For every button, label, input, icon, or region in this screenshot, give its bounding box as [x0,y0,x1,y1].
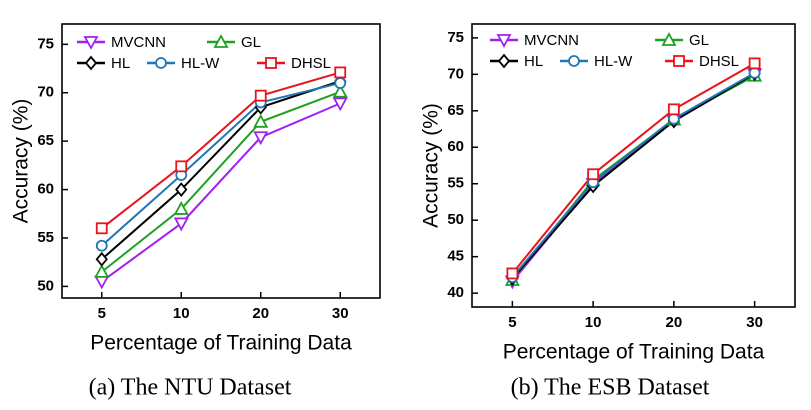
series-line [101,90,341,273]
legend-label: MVCNN [111,34,166,51]
data-point [667,103,680,116]
x-axis-label: Percentage of Training Data [503,341,765,364]
y-tick-label: 55 [37,229,54,246]
y-tick-label: 65 [37,132,54,149]
plot-frame [471,23,796,308]
legend-label: HL-W [181,55,220,72]
data-point [667,112,680,125]
y-axis-label: Accuracy (%) [420,103,443,228]
series-line [511,71,756,278]
x-tick-label: 10 [173,305,190,322]
data-point [253,113,269,128]
legend-marker [661,32,677,46]
x-tick-label: 30 [746,314,763,331]
series-line [101,102,341,283]
y-tick-label: 45 [447,248,464,265]
series-line [101,80,341,261]
legend-label: MVCNN [524,32,579,49]
legend-label: DHSL [291,55,331,72]
y-axis-label: Accuracy (%) [10,99,33,224]
y-tick-label: 60 [447,138,464,155]
legend-label: GL [689,32,709,49]
data-point [173,201,189,215]
y-tick-label: 70 [447,65,464,82]
data-point [95,222,108,235]
legend-label: HL-W [594,53,633,70]
y-tick-label: 65 [447,102,464,119]
y-tick-label: 75 [447,29,464,46]
data-point [95,251,108,267]
y-tick-label: 75 [37,35,54,52]
legend-label: GL [241,34,261,51]
data-point [748,66,761,79]
series-line [511,62,756,275]
caption: (b) The ESB Dataset [511,375,710,401]
y-tick-label: 70 [37,84,54,101]
y-tick-label: 50 [447,211,464,228]
data-point [94,275,110,290]
data-point [506,267,519,280]
legend-marker [496,34,512,48]
x-tick-label: 20 [666,314,683,331]
plot-frame [61,23,381,299]
data-point [587,168,600,181]
x-tick-label: 10 [585,314,602,331]
y-tick-label: 50 [37,277,54,294]
data-point [173,217,189,232]
x-tick-label: 5 [98,305,106,322]
data-point [175,160,188,173]
data-point [175,182,188,197]
data-point [332,97,348,112]
series-line [101,71,341,230]
data-point [334,66,347,79]
data-point [254,89,267,102]
data-point [95,239,108,252]
legend-label: HL [524,53,543,70]
legend-label: DHSL [699,53,739,70]
data-point [332,83,348,98]
y-tick-label: 55 [447,175,464,192]
legend-marker [497,53,511,69]
legend-marker [155,57,167,69]
y-tick-label: 40 [447,284,464,301]
legend-marker [83,36,99,50]
data-point [94,263,110,278]
series-line [511,74,756,281]
data-point [253,131,269,146]
legend-marker [568,55,580,67]
series-line [511,72,756,280]
data-point [748,57,761,70]
legend-marker [265,57,277,69]
legend-marker [213,34,229,48]
legend-marker [673,55,685,67]
x-axis-label: Percentage of Training Data [90,332,352,355]
y-tick-label: 60 [37,181,54,198]
series-line [101,82,341,247]
legend-label: HL [111,55,130,72]
x-tick-label: 5 [508,314,516,331]
data-point [334,77,347,89]
legend-marker [84,55,98,71]
series-line [511,73,756,283]
x-tick-label: 30 [332,305,349,322]
caption: (a) The NTU Dataset [89,375,292,401]
x-tick-label: 20 [252,305,269,322]
